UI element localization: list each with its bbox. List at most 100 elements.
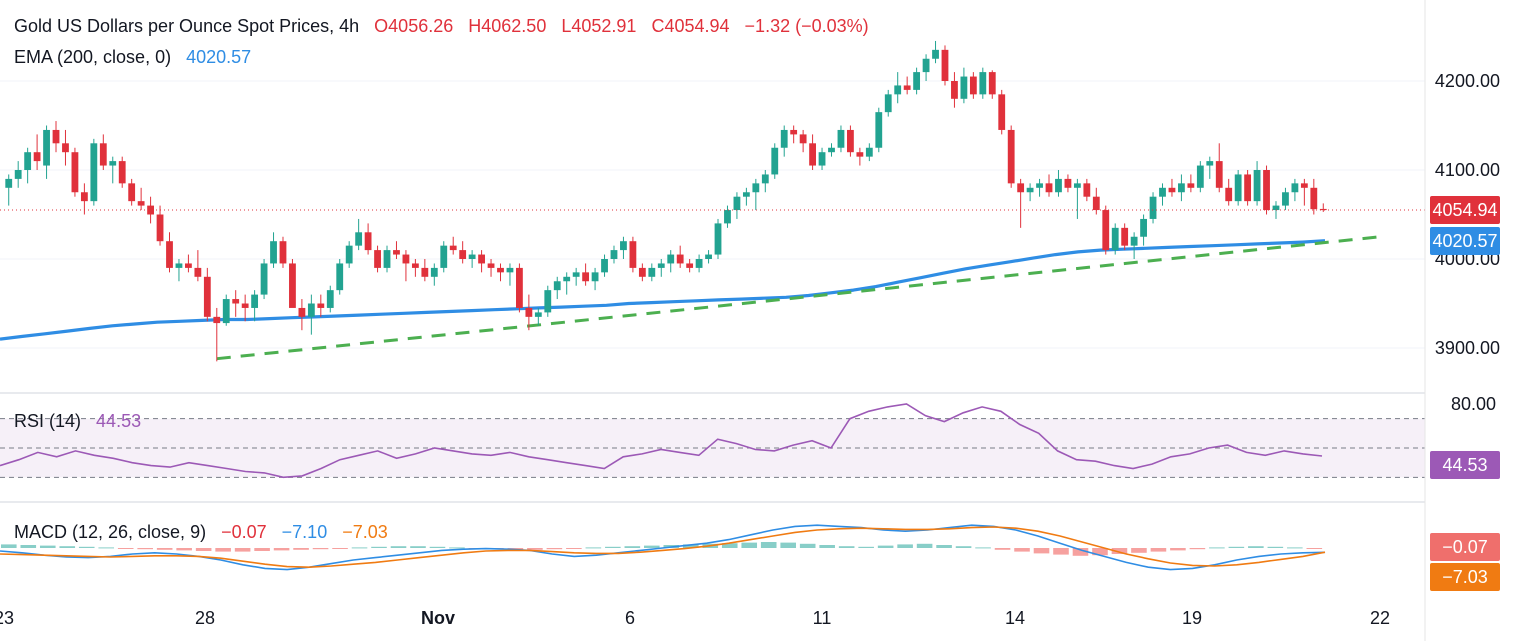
candle-body [468, 254, 476, 259]
macd-histogram-bar [390, 546, 407, 548]
ema-path [0, 239, 1326, 341]
candle-body [553, 281, 561, 291]
macd-histogram-bar [156, 548, 173, 550]
candle-body [818, 152, 826, 166]
candle-body [289, 263, 296, 308]
close-value: C4054.94 [651, 16, 730, 36]
macd-histogram-bar [410, 546, 426, 548]
macd-histogram-bar [566, 548, 582, 549]
candle-body [742, 192, 750, 197]
macd-histogram-bar [955, 546, 972, 548]
candle-body [421, 267, 429, 277]
candlesticks[interactable] [5, 40, 1327, 362]
macd-histogram-bar [858, 546, 874, 548]
macd-histogram-bar [429, 546, 446, 548]
candle-body [1092, 196, 1100, 211]
candle-body [847, 129, 854, 153]
candle-body [222, 299, 230, 324]
candle-body [185, 263, 192, 268]
macd-histogram-bar [994, 548, 1011, 550]
candle-body [1073, 183, 1081, 188]
macd-histogram-bar [975, 547, 991, 549]
macd-histogram-bar [1306, 548, 1323, 549]
ema-badge: 4020.57 [1430, 227, 1500, 255]
macd-histogram-bar [39, 545, 56, 548]
candle-body [695, 259, 703, 268]
macd-histogram-bar [682, 544, 699, 548]
time-axis[interactable]: 23 28 Nov 6 11 14 19 22 [0, 608, 1390, 628]
macd-histogram-bar [1014, 548, 1030, 552]
candle-body [1196, 165, 1204, 188]
candle-body [487, 263, 495, 268]
macd-line-value: −7.10 [281, 522, 328, 542]
candle-body [1263, 170, 1270, 211]
last-price-badge: 4054.94 [1430, 196, 1500, 224]
candle-body [364, 232, 372, 251]
macd-pane [0, 524, 1326, 571]
candle-body [761, 174, 769, 184]
macd-histogram-bar [234, 548, 251, 552]
candle-body [601, 259, 608, 273]
candle-body [430, 267, 438, 277]
macd-hist-value: −0.07 [221, 522, 267, 542]
macd-histogram-bar [273, 548, 290, 551]
candle-body [780, 129, 788, 148]
candle-body [1007, 129, 1015, 184]
candle-body [705, 254, 712, 259]
candle-body [1017, 183, 1025, 193]
candle-body [1234, 174, 1242, 202]
candle-body [1244, 174, 1252, 202]
macd-histogram-bar [897, 544, 913, 548]
candle-body [383, 250, 391, 268]
time-tick-label: 22 [1370, 608, 1390, 628]
trendline [216, 235, 1381, 361]
symbol-title: Gold US Dollars per Ounce Spot Prices, 4… [14, 16, 360, 36]
candle-body [14, 170, 22, 179]
macd-line [0, 524, 1326, 571]
macd-histogram-bar [799, 543, 816, 548]
rsi-badge: 44.53 [1430, 451, 1500, 479]
macd-histogram-bar [312, 548, 329, 550]
candle-body [1272, 205, 1280, 211]
candle-body [1026, 187, 1034, 193]
candle-body [449, 245, 457, 251]
candle-body [241, 303, 249, 308]
candle-body [1159, 187, 1166, 197]
candle-body [941, 49, 949, 81]
ema-line [0, 239, 1326, 341]
candle-body [1225, 187, 1233, 202]
candle-body [516, 267, 523, 308]
macd-histogram-bar [215, 548, 231, 552]
macd-histogram-bar [721, 543, 738, 548]
candle-body [657, 263, 665, 268]
rsi-path [0, 403, 1323, 479]
candle-body [932, 49, 939, 59]
macd-histogram-bar [1170, 548, 1186, 551]
macd-histogram-bar [137, 548, 153, 550]
macd-signal-value: −7.03 [342, 522, 388, 542]
macd-histogram-bar [98, 547, 115, 549]
rsi-tick-label: 80.00 [1451, 394, 1496, 414]
rsi-line [0, 403, 1323, 479]
candle-body [24, 152, 32, 170]
time-tick-label: 11 [813, 608, 832, 628]
candle-body [128, 183, 136, 202]
time-tick-label: 6 [625, 608, 635, 628]
macd-histogram-bar [780, 542, 796, 548]
legend-rsi: RSI (14) 44.53 [14, 411, 151, 432]
macd-histogram-bar [449, 547, 465, 549]
candle-body [317, 303, 325, 308]
candle-body [374, 250, 381, 268]
candle-body [5, 178, 13, 188]
candle-body [147, 205, 154, 215]
candle-body [1282, 192, 1289, 206]
candle-body [33, 152, 41, 162]
candle-body [1300, 183, 1308, 188]
candle-body [260, 263, 268, 295]
macd-histogram-bar [1150, 548, 1167, 552]
candle-body [979, 72, 987, 95]
candle-body [232, 299, 240, 304]
macd-histogram-bar [351, 547, 368, 549]
